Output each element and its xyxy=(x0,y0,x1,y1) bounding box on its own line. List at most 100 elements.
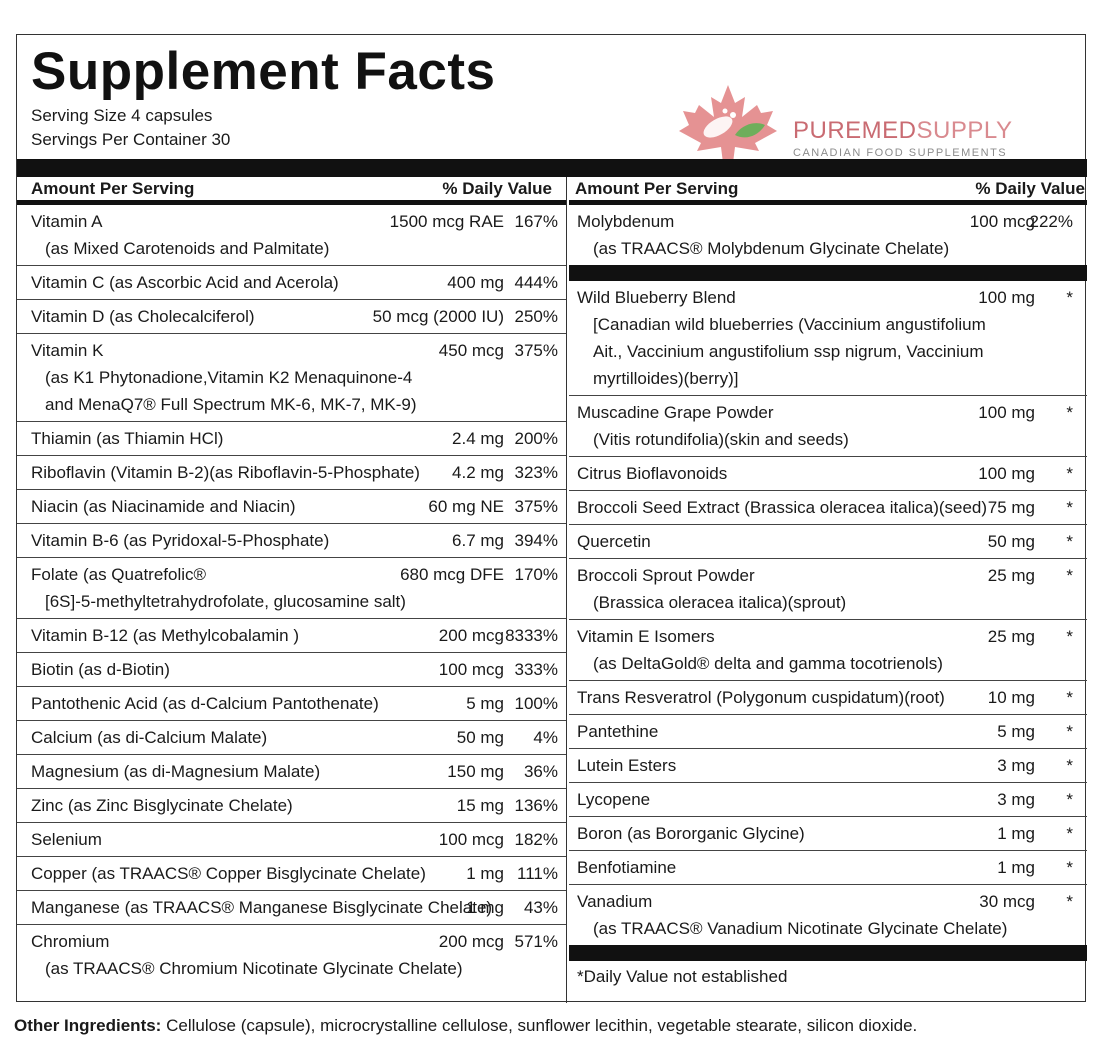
panel-title: Supplement Facts xyxy=(31,42,496,101)
nutrient-row: Lutein Esters 3 mg * xyxy=(569,749,1087,783)
nutrient-daily-value: 167% xyxy=(514,212,558,231)
nutrient-row: Vitamin A (as Mixed Carotenoids and Palmi… xyxy=(17,205,566,266)
nutrient-row: Thiamin (as Thiamin HCl) 2.4 mg 200% xyxy=(17,422,566,456)
nutrient-name: Manganese (as TRAACS® Manganese Bisglyci… xyxy=(31,898,493,917)
daily-value-footnote: *Daily Value not established xyxy=(577,967,788,986)
other-ingredients-label: Other Ingredients: xyxy=(14,1016,162,1035)
nutrient-daily-value: 200% xyxy=(514,429,558,448)
nutrient-amount: 450 mcg xyxy=(438,341,504,360)
nutrient-name: Vitamin B-12 (as Methylcobalamin ) xyxy=(31,626,300,645)
nutrient-amount: 50 mg xyxy=(456,728,504,747)
section-divider xyxy=(569,945,1087,961)
servings-per-container: Servings Per Container 30 xyxy=(31,130,231,149)
nutrient-name: Wild Blueberry Blend xyxy=(577,288,736,307)
nutrient-row: Vitamin C (as Ascorbic Acid and Acerola)… xyxy=(17,266,566,300)
nutrient-name: Trans Resveratrol (Polygonum cuspidatum)… xyxy=(577,688,945,707)
nutrient-amount: 10 mg xyxy=(987,688,1035,707)
nutrient-row: Biotin (as d-Biotin) 100 mcg 333% xyxy=(17,653,566,687)
left-nutrient-list: Vitamin A (as Mixed Carotenoids and Palmi… xyxy=(17,205,566,985)
nutrient-name: Vitamin D (as Cholecalciferol) xyxy=(31,307,255,326)
nutrient-source: [6S]-5-methyltetrahydrofolate, glucosami… xyxy=(45,592,406,611)
nutrient-daily-value: * xyxy=(1066,627,1073,646)
nutrient-row: Vitamin K (as K1 Phytonadione,Vitamin K2 … xyxy=(17,334,566,422)
nutrient-name: Riboflavin (Vitamin B-2)(as Riboflavin-5… xyxy=(31,463,420,482)
brand-tagline: CANADIAN FOOD SUPPLEMENTS xyxy=(793,147,1008,159)
nutrient-name: Pantethine xyxy=(577,722,659,741)
right-column: Amount Per Serving % Daily Value Molybde… xyxy=(569,177,1087,993)
nutrient-source: (as Mixed Carotenoids and Palmitate) xyxy=(45,239,330,258)
nutrient-row: Benfotiamine 1 mg * xyxy=(569,851,1087,885)
nutrient-daily-value: 323% xyxy=(514,463,558,482)
nutrient-daily-value: 250% xyxy=(514,307,558,326)
nutrient-daily-value: 222% xyxy=(1029,212,1073,231)
nutrient-daily-value: 170% xyxy=(514,565,558,584)
nutrient-name: Molybdenum xyxy=(577,212,675,231)
nutrient-amount: 1500 mcg RAE xyxy=(389,212,504,231)
nutrient-row: Calcium (as di-Calcium Malate) 50 mg 4% xyxy=(17,721,566,755)
nutrient-row: Quercetin 50 mg * xyxy=(569,525,1087,559)
nutrient-name: Calcium (as di-Calcium Malate) xyxy=(31,728,268,747)
brand-name: PUREMEDSUPPLY xyxy=(793,117,1013,144)
nutrient-amount: 100 mg xyxy=(978,288,1035,307)
nutrient-daily-value: * xyxy=(1066,688,1073,707)
nutrient-amount: 680 mcg DFE xyxy=(400,565,504,584)
nutrient-daily-value: * xyxy=(1066,288,1073,307)
nutrient-name: Vitamin C (as Ascorbic Acid and Acerola) xyxy=(31,273,339,292)
nutrient-amount: 400 mg xyxy=(447,273,504,292)
nutrient-name: Vanadium xyxy=(577,892,653,911)
nutrient-daily-value: 375% xyxy=(514,497,558,516)
nutrient-name: Lutein Esters xyxy=(577,756,677,775)
nutrient-source: myrtilloides)(berry)] xyxy=(593,369,739,388)
nutrient-row: Boron (as Bororganic Glycine) 1 mg * xyxy=(569,817,1087,851)
nutrient-daily-value: * xyxy=(1066,464,1073,483)
daily-value-label: % Daily Value xyxy=(442,178,552,198)
nutrient-row: Pantothenic Acid (as d-Calcium Pantothen… xyxy=(17,687,566,721)
nutrient-amount: 100 mg xyxy=(978,464,1035,483)
nutrient-daily-value: * xyxy=(1066,532,1073,551)
nutrient-source: (as TRAACS® Molybdenum Glycinate Chelate… xyxy=(593,239,950,258)
nutrient-source: (as TRAACS® Chromium Nicotinate Glycinat… xyxy=(45,959,463,978)
nutrient-amount: 200 mcg xyxy=(438,626,504,645)
nutrient-name: Vitamin A xyxy=(31,212,103,231)
nutrient-row: Trans Resveratrol (Polygonum cuspidatum)… xyxy=(569,681,1087,715)
nutrient-row: Vitamin B-12 (as Methylcobalamin ) 200 mc… xyxy=(17,619,566,653)
nutrient-row: Zinc (as Zinc Bisglycinate Chelate) 15 mg… xyxy=(17,789,566,823)
nutrient-row: Broccoli Seed Extract (Brassica oleracea… xyxy=(569,491,1087,525)
nutrient-source: (as TRAACS® Vanadium Nicotinate Glycinat… xyxy=(593,919,1008,938)
nutrient-row: Vitamin D (as Cholecalciferol) 50 mcg (20… xyxy=(17,300,566,334)
nutrient-amount: 25 mg xyxy=(987,627,1035,646)
nutrient-daily-value: * xyxy=(1066,824,1073,843)
nutrient-amount: 50 mg xyxy=(987,532,1035,551)
nutrient-daily-value: * xyxy=(1066,498,1073,517)
nutrient-amount: 100 mcg xyxy=(438,830,504,849)
nutrient-row: Vitamin E Isomers (as DeltaGold® delta an… xyxy=(569,620,1087,681)
nutrient-daily-value: 36% xyxy=(523,762,558,781)
nutrient-source: [Canadian wild blueberries (Vaccinium an… xyxy=(593,315,986,334)
nutrient-name: Lycopene xyxy=(577,790,651,809)
nutrient-row: Selenium 100 mcg 182% xyxy=(17,823,566,857)
nutrient-amount: 1 mg xyxy=(997,824,1035,843)
nutrient-name: Pantothenic Acid (as d-Calcium Pantothen… xyxy=(31,694,379,713)
right-ingredient-list: Wild Blueberry Blend [Canadian wild blueb… xyxy=(569,281,1087,945)
nutrient-source: (as K1 Phytonadione,Vitamin K2 Menaquino… xyxy=(45,368,413,387)
nutrient-amount: 3 mg xyxy=(997,756,1035,775)
nutrient-amount: 60 mg NE xyxy=(428,497,504,516)
nutrient-amount: 4.2 mg xyxy=(452,463,504,482)
nutrient-row: Citrus Bioflavonoids 100 mg * xyxy=(569,457,1087,491)
nutrient-row: Broccoli Sprout Powder (Brassica oleracea… xyxy=(569,559,1087,620)
nutrient-daily-value: 444% xyxy=(514,273,558,292)
nutrient-row: Niacin (as Niacinamide and Niacin) 60 mg … xyxy=(17,490,566,524)
nutrient-row: Pantethine 5 mg * xyxy=(569,715,1087,749)
nutrient-name: Benfotiamine xyxy=(577,858,677,877)
nutrient-row: Chromium (as TRAACS® Chromium Nicotinate … xyxy=(17,925,566,985)
nutrient-name: Niacin (as Niacinamide and Niacin) xyxy=(31,497,296,516)
nutrient-row: Lycopene 3 mg * xyxy=(569,783,1087,817)
nutrient-daily-value: * xyxy=(1066,790,1073,809)
nutrient-name: Broccoli Seed Extract (Brassica oleracea… xyxy=(577,498,988,517)
nutrient-daily-value: 394% xyxy=(514,531,558,550)
top-divider xyxy=(17,159,1087,177)
nutrient-name: Copper (as TRAACS® Copper Bisglycinate C… xyxy=(31,864,426,883)
nutrient-name: Thiamin (as Thiamin HCl) xyxy=(31,429,224,448)
nutrient-amount: 2.4 mg xyxy=(452,429,504,448)
nutrient-name: Zinc (as Zinc Bisglycinate Chelate) xyxy=(31,796,293,815)
